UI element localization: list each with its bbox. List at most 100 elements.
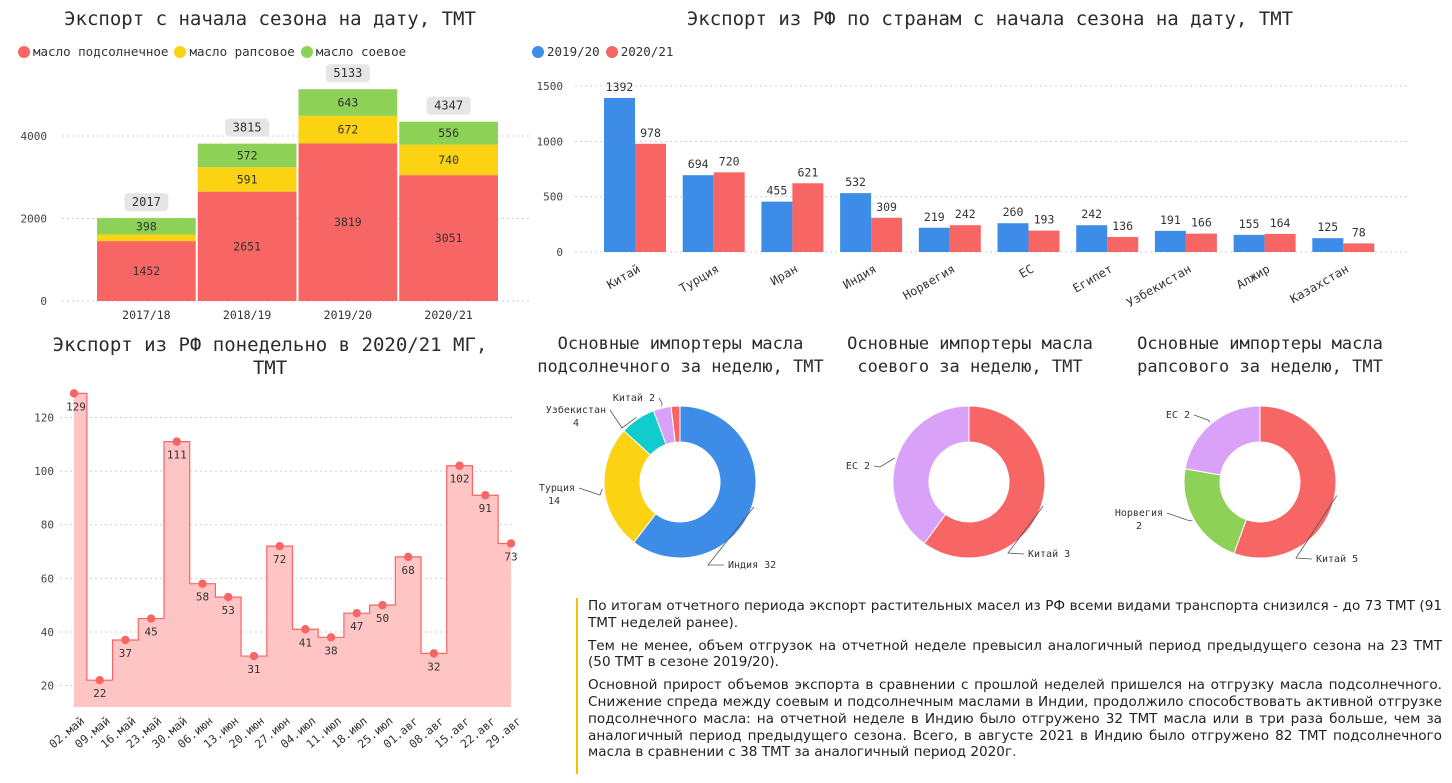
bar-segment: [298, 89, 398, 116]
bar-total-label: 3815: [233, 121, 262, 135]
y-tick-label: 40: [41, 626, 54, 639]
series-line: [74, 392, 511, 681]
y-tick-label: 0: [40, 295, 47, 308]
bar-value-label: 1392: [606, 80, 634, 94]
y-tick-label: 4000: [21, 130, 48, 143]
season-chart-title: Экспорт с начала сезона на дату, ТМТ: [64, 8, 476, 30]
data-point: [301, 625, 310, 634]
data-point: [403, 552, 413, 562]
bar: [949, 225, 981, 252]
bar-value-label: 621: [798, 165, 819, 179]
legend-item[interactable]: 2020/21: [605, 44, 673, 59]
bar-value-label: 2651: [233, 239, 261, 253]
bar-value-label: 398: [136, 219, 157, 233]
commentary-paragraph: Тем не менее, объем отгрузок на отчетной…: [588, 637, 1442, 671]
bar: [635, 143, 666, 252]
bar-total-badge: [426, 96, 471, 115]
leader-line: [1295, 495, 1338, 560]
legend-label: 2019/20: [547, 44, 600, 59]
leader-line: [658, 397, 663, 407]
x-tick-label: 2018/19: [223, 308, 272, 322]
bar-segment: [97, 234, 196, 242]
pie-slice: [1233, 405, 1337, 559]
bar-value-label: 556: [438, 126, 459, 140]
bar: [713, 172, 745, 252]
bar: [761, 201, 793, 252]
legend-marker: [532, 45, 544, 58]
data-point: [506, 539, 516, 548]
y-tick-label: 0: [556, 246, 563, 259]
bar-segment: [399, 144, 498, 176]
countries-chart-title: Экспорт из РФ по странам с начала сезона…: [686, 8, 1294, 30]
bar-value-label: 740: [438, 153, 459, 167]
bar: [682, 175, 714, 252]
bar-value-label: 193: [1034, 213, 1055, 227]
bar-value-label: 78: [1352, 225, 1366, 239]
data-label: 58: [196, 591, 209, 604]
importers-donut-charts: Индия 32 Турция 14 Узбекистан 4 Китай 2 Китай …: [539, 392, 1358, 571]
data-label: 45: [144, 626, 157, 639]
legend-marker: [174, 45, 187, 58]
bar: [792, 183, 824, 252]
data-point: [326, 633, 336, 642]
leader-line: [1166, 512, 1193, 522]
bar-value-label: 591: [237, 172, 258, 186]
y-tick-label: 80: [41, 519, 54, 532]
legend-label: масло соевое: [315, 44, 407, 59]
weekly-area-chart: 2040608010012012902.май2209.май3716.май4…: [34, 389, 524, 751]
bar-value-label: 219: [924, 210, 945, 224]
data-point: [224, 592, 233, 602]
bar-segment: [197, 167, 297, 192]
legend-item[interactable]: 2019/20: [532, 44, 600, 59]
data-label: 47: [350, 620, 363, 633]
slice-label: Китай 3: [1028, 548, 1070, 560]
slice-value-label: 4: [573, 418, 579, 429]
y-tick-label: 100: [34, 465, 54, 478]
legend-item[interactable]: масло подсолнечное: [18, 44, 168, 59]
slice-label: Турция: [539, 483, 575, 494]
data-label: 111: [167, 449, 187, 462]
x-tick-label: ЕС: [1017, 262, 1037, 281]
bar-value-label: 532: [845, 175, 866, 189]
legend-item[interactable]: масло соевое: [300, 44, 407, 59]
x-tick-label: 2017/18: [122, 308, 171, 322]
bar: [1154, 230, 1186, 252]
data-label: 72: [273, 553, 286, 566]
data-point: [481, 491, 490, 500]
pie-slice: [1183, 468, 1247, 555]
data-point: [69, 389, 79, 398]
bar-value-label: 125: [1317, 220, 1338, 234]
data-label: 73: [504, 550, 517, 563]
bar-value-label: 242: [955, 207, 976, 221]
season-stacked-bar-chart: 0 2000 4000 1452 398 2017 2017/18 2651 591 572 381…: [21, 64, 530, 322]
bar: [1107, 236, 1139, 252]
slice-label: Китай 5: [1316, 553, 1358, 565]
commentary-paragraph: Основной прирост объемов экспорта в срав…: [588, 677, 1442, 761]
season-legend: масло подсолнечное масло рапсовое масло …: [18, 44, 412, 59]
bar: [604, 97, 635, 253]
leader-line: [873, 457, 896, 468]
leader-line: [578, 487, 603, 496]
data-point: [249, 651, 259, 661]
bar-value-label: 3051: [435, 231, 463, 245]
pie-slice: [603, 429, 657, 544]
bar-total-badge: [124, 193, 169, 212]
bar-value-label: 1452: [133, 264, 161, 278]
leader-line: [1193, 414, 1211, 423]
bar-value-label: 643: [337, 95, 358, 109]
bar-total-label: 2017: [132, 195, 161, 209]
bar-total-badge: [325, 64, 370, 83]
bar-value-label: 455: [767, 184, 788, 198]
legend-item[interactable]: масло рапсовое: [174, 44, 295, 59]
data-label: 68: [402, 564, 415, 577]
data-point: [275, 541, 284, 551]
bar-segment: [97, 218, 196, 235]
countries-legend: 2019/20 2020/21: [532, 44, 679, 59]
bar-segment: [97, 241, 196, 301]
y-tick-label: 1000: [537, 135, 564, 148]
bar-value-label: 136: [1112, 219, 1133, 233]
bar: [1264, 233, 1296, 252]
bar-value-label: 720: [719, 154, 740, 168]
bar-total-label: 5133: [333, 66, 362, 80]
y-tick-label: 1500: [537, 80, 564, 93]
